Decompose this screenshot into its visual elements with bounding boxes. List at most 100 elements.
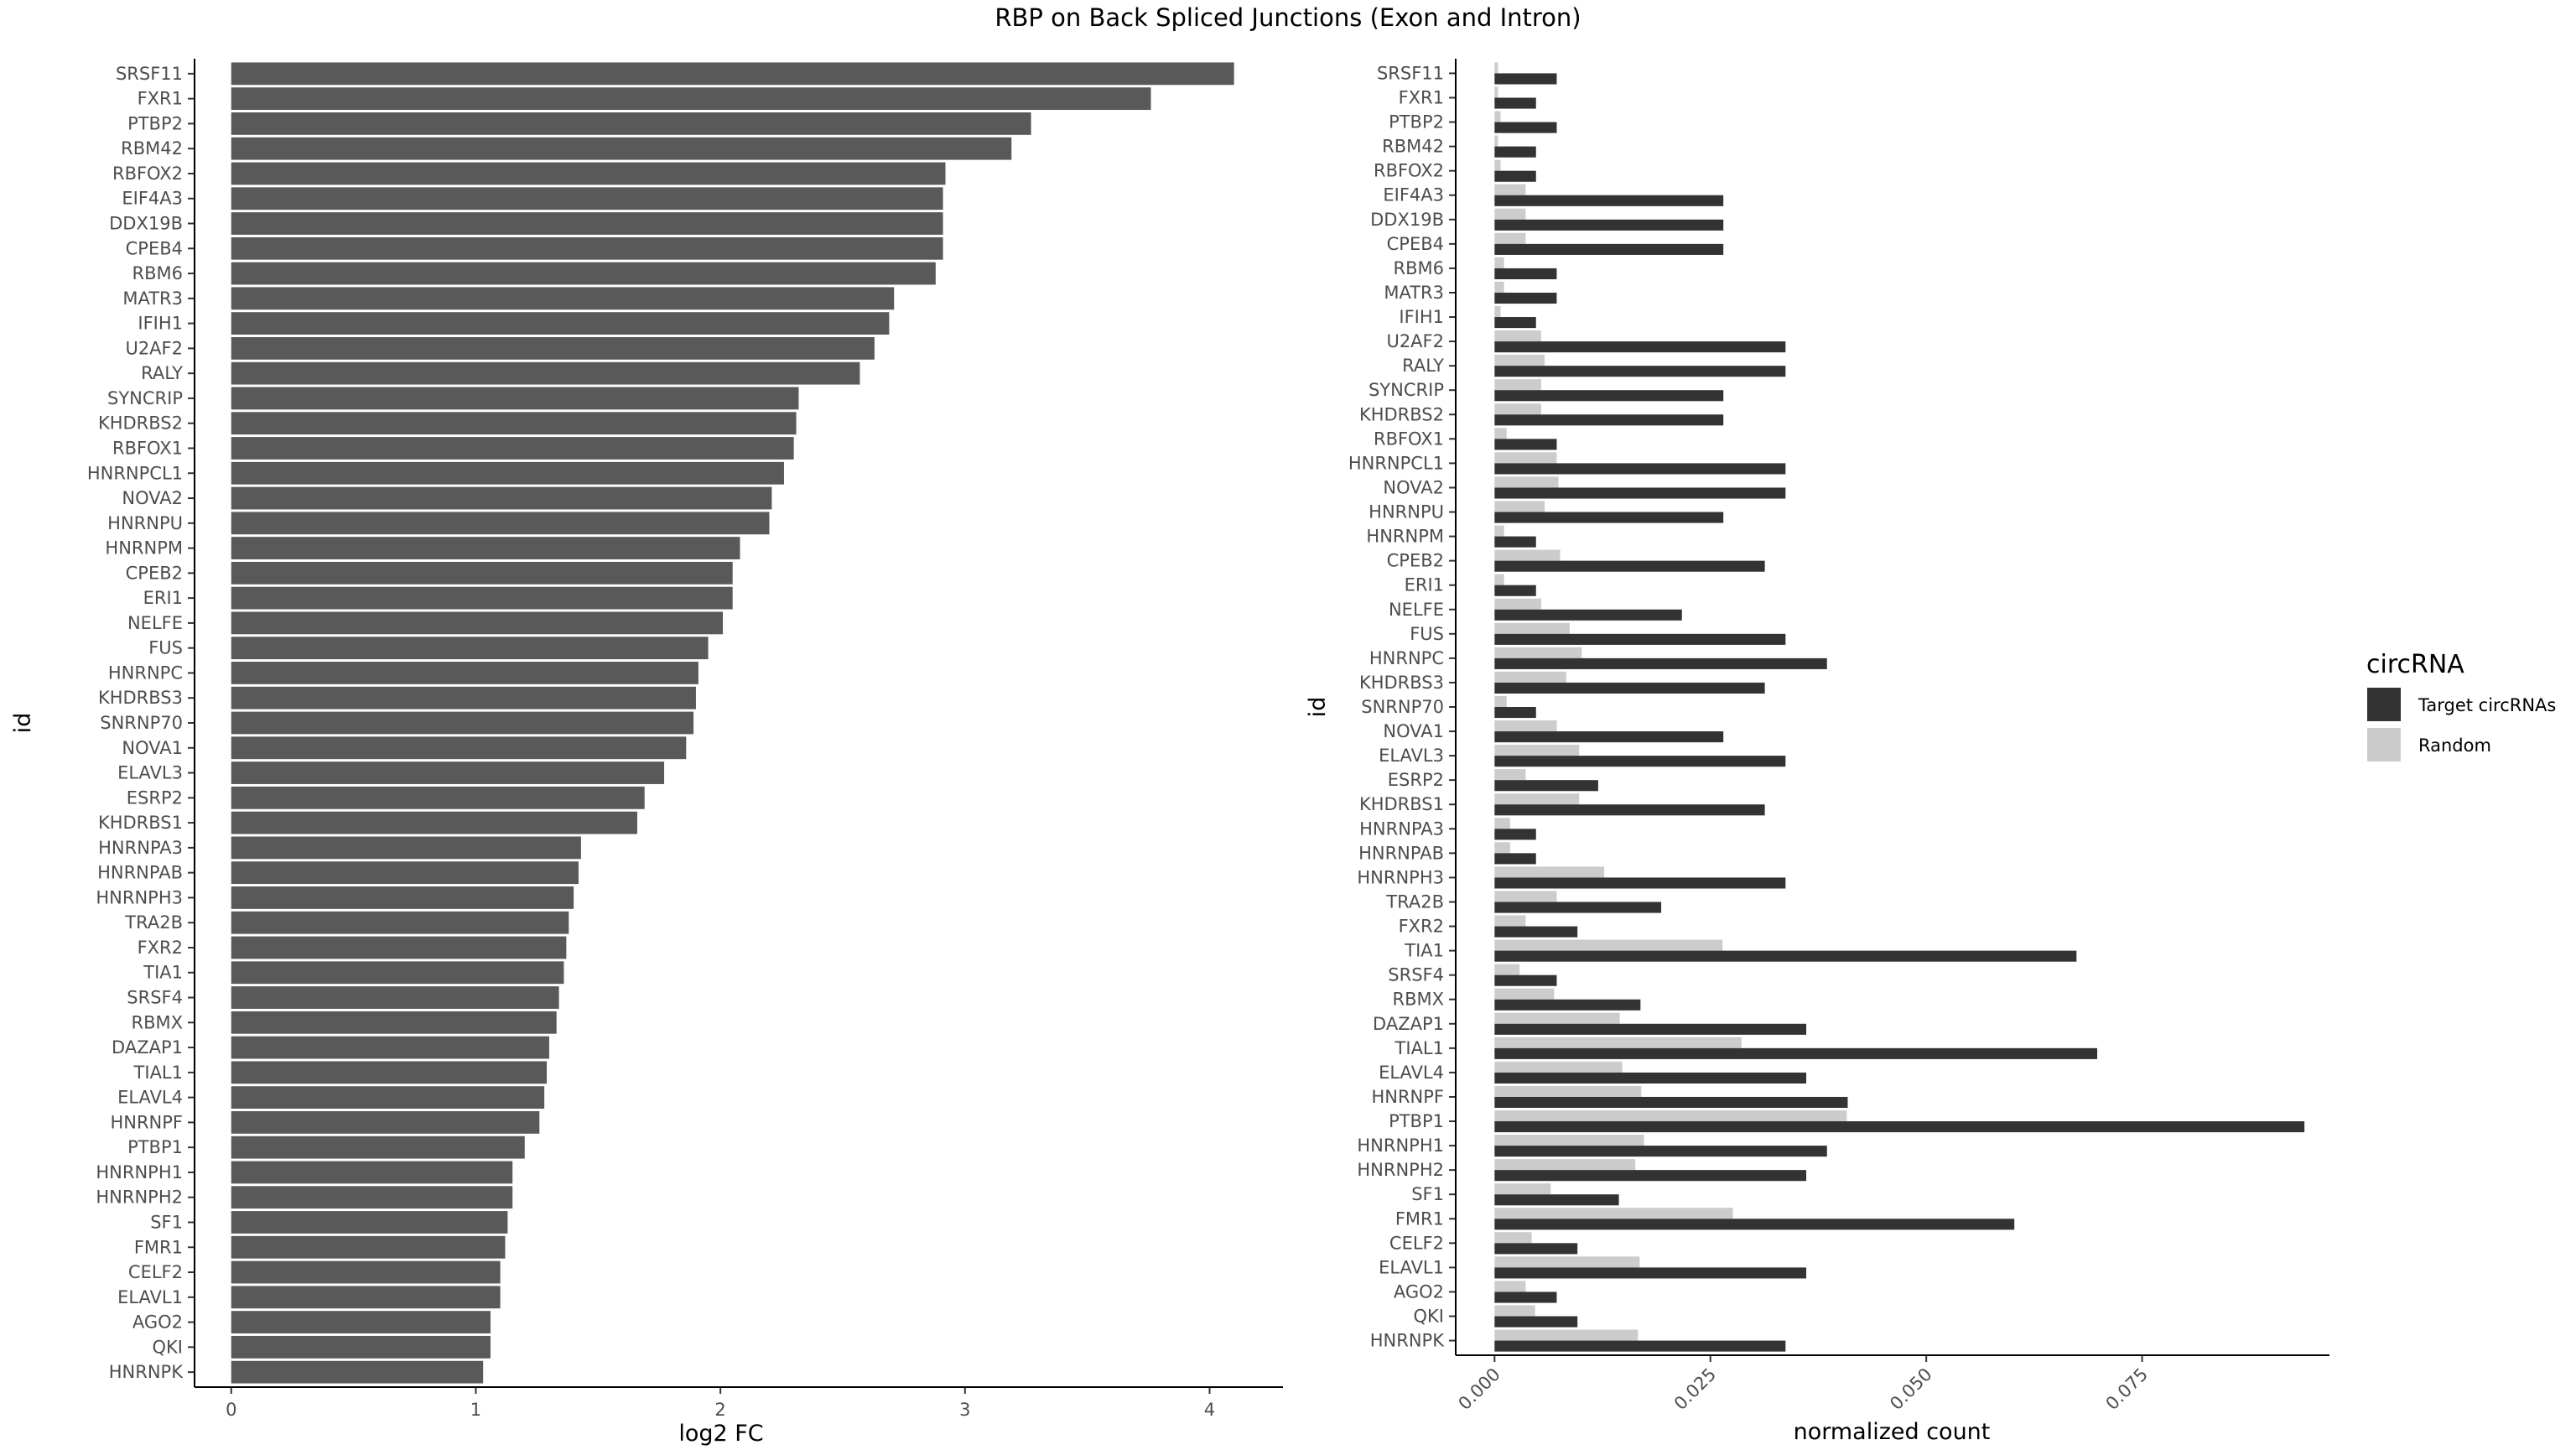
bar-sf1 [231,1211,508,1234]
y-tick-label-tial1: TIAL1 [1394,1038,1444,1058]
y-tick-label-elavl3: ELAVL3 [117,763,183,783]
bar-target-rbfox2 [1494,170,1536,182]
bar-random-ptbp1 [1494,1110,1847,1122]
y-tick-label-srsf4: SRSF4 [1388,965,1444,985]
bar-cpeb2 [231,561,733,585]
bar-target-cpeb2 [1494,560,1765,572]
y-tick-label-cpeb2: CPEB2 [126,563,183,583]
bar-random-hnrnpm [1494,525,1504,537]
y-tick-label-nova2: NOVA2 [1383,477,1444,497]
right-panel: SRSF11 FXR1 PTBP2 RBM42 RBFOX2 EIF4A3 DDX19B CP… [1305,59,2329,1445]
y-tick-label-rbm42: RBM42 [1382,137,1444,157]
bar-target-hnrnpf [1494,1096,1848,1109]
bar-random-hnrnph3 [1494,866,1605,878]
bar-rbfox1 [231,437,794,460]
bar-target-hnrnpcl1 [1494,463,1786,475]
bar-ptbp1 [231,1136,525,1159]
bar-target-tra2b [1494,902,1662,913]
right-x-axis-label: normalized count [1794,1419,1991,1445]
bar-random-khdrbs1 [1494,793,1580,805]
bar-esrp2 [231,786,645,809]
bar-random-ddx19b [1494,208,1526,220]
y-tick-label-tia1: TIA1 [143,963,183,983]
bar-target-ago2 [1494,1291,1557,1303]
bar-random-ago2 [1494,1281,1526,1292]
y-tick-label-qki: QKI [153,1337,184,1357]
bar-random-hnrnph1 [1494,1135,1644,1146]
bar-target-ddx19b [1494,219,1724,231]
y-tick-label-khdrbs3: KHDRBS3 [1359,673,1444,693]
bar-ifih1 [231,312,890,335]
bar-random-rbfox2 [1494,159,1501,171]
y-tick-label-nelfe: NELFE [127,613,183,633]
bar-target-khdrbs3 [1494,682,1765,694]
y-tick-label-cpeb4: CPEB4 [1387,234,1444,254]
bar-fmr1 [231,1235,506,1259]
y-tick-label-nova1: NOVA1 [122,738,183,758]
bar-random-tial1 [1494,1037,1742,1048]
bar-random-esrp2 [1494,769,1526,781]
bar-random-hnrnpk [1494,1329,1639,1341]
y-tick-label-u2af2: U2AF2 [1386,331,1444,351]
x-tick-label: 0.000 [1454,1364,1504,1414]
bar-khdrbs3 [231,686,696,709]
right-y-tick-labels: SRSF11 FXR1 PTBP2 RBM42 RBFOX2 EIF4A3 DDX19B CP… [1348,63,1456,1351]
y-tick-label-ddx19b: DDX19B [109,214,183,234]
bar-target-dazap1 [1494,1023,1807,1035]
y-tick-label-hnrnpa3: HNRNPA3 [1359,819,1444,839]
y-tick-label-fxr1: FXR1 [1399,87,1444,107]
bar-rbmx [231,1011,557,1034]
y-tick-label-khdrbs2: KHDRBS2 [98,413,183,434]
y-tick-label-raly: RALY [141,363,183,383]
bar-hnrnpa3 [231,836,581,860]
x-tick-label: 2 [714,1400,725,1420]
y-tick-label-rbfox2: RBFOX2 [112,164,183,184]
bar-target-hnrnph1 [1494,1146,1827,1157]
y-tick-label-hnrnpcl1: HNRNPCL1 [1348,453,1444,473]
y-tick-label-fxr2: FXR2 [1399,917,1444,937]
y-tick-label-hnrnpab: HNRNPAB [97,863,183,883]
y-tick-label-eif4a3: EIF4A3 [1383,185,1444,205]
x-tick-label: 4 [1204,1400,1215,1420]
bar-snrnp70 [231,711,694,735]
bar-hnrnpf [231,1110,540,1134]
y-tick-label-ago2: AGO2 [1394,1281,1444,1302]
y-tick-label-ddx19b: DDX19B [1370,210,1444,230]
bar-hnrnpm [231,537,740,559]
y-tick-label-srsf11: SRSF11 [1377,63,1444,83]
bar-random-eri1 [1494,574,1504,585]
bar-target-u2af2 [1494,341,1786,353]
y-tick-label-qki: QKI [1414,1307,1445,1327]
bar-target-eif4a3 [1494,195,1724,206]
bar-target-rbmx [1494,999,1641,1011]
y-tick-label-elavl1: ELAVL1 [117,1287,183,1307]
bar-target-fus [1494,633,1786,645]
bar-target-hnrnpab [1494,853,1536,865]
bar-hnrnpab [231,861,579,885]
y-tick-label-fus: FUS [1410,624,1444,644]
bar-u2af2 [231,336,875,360]
bar-rbm42 [231,137,1012,160]
y-tick-label-syncrip: SYNCRIP [107,388,183,408]
bar-target-nova2 [1494,487,1786,499]
legend-swatch-target [2367,688,2401,721]
right-y-axis-label: id [1305,697,1331,718]
right-bars [1494,62,2305,1352]
y-tick-label-rbmx: RBMX [1392,990,1444,1010]
y-tick-label-u2af2: U2AF2 [125,338,183,358]
left-x-ticks: 0 1 2 3 4 [226,1387,1215,1420]
y-tick-label-elavl1: ELAVL1 [1379,1257,1444,1277]
y-tick-label-hnrnpk: HNRNPK [1370,1331,1445,1351]
bar-random-srsf11 [1494,62,1498,74]
bar-target-nelfe [1494,609,1682,621]
left-panel: SRSF11 FXR1 PTBP2 RBM42 RBFOX2 EIF4A3 DDX19B CP… [10,59,1283,1447]
bar-fxr1 [231,87,1151,111]
bar-random-ptbp2 [1494,111,1501,122]
bar-random-qki [1494,1305,1535,1317]
y-tick-label-srsf4: SRSF4 [127,988,183,1008]
x-tick-label: 0.075 [2102,1364,2152,1414]
bar-random-celf2 [1494,1232,1532,1244]
bar-tia1 [231,961,564,985]
y-tick-label-hnrnph3: HNRNPH3 [1357,867,1444,887]
bar-target-hnrnpc [1494,657,1827,669]
